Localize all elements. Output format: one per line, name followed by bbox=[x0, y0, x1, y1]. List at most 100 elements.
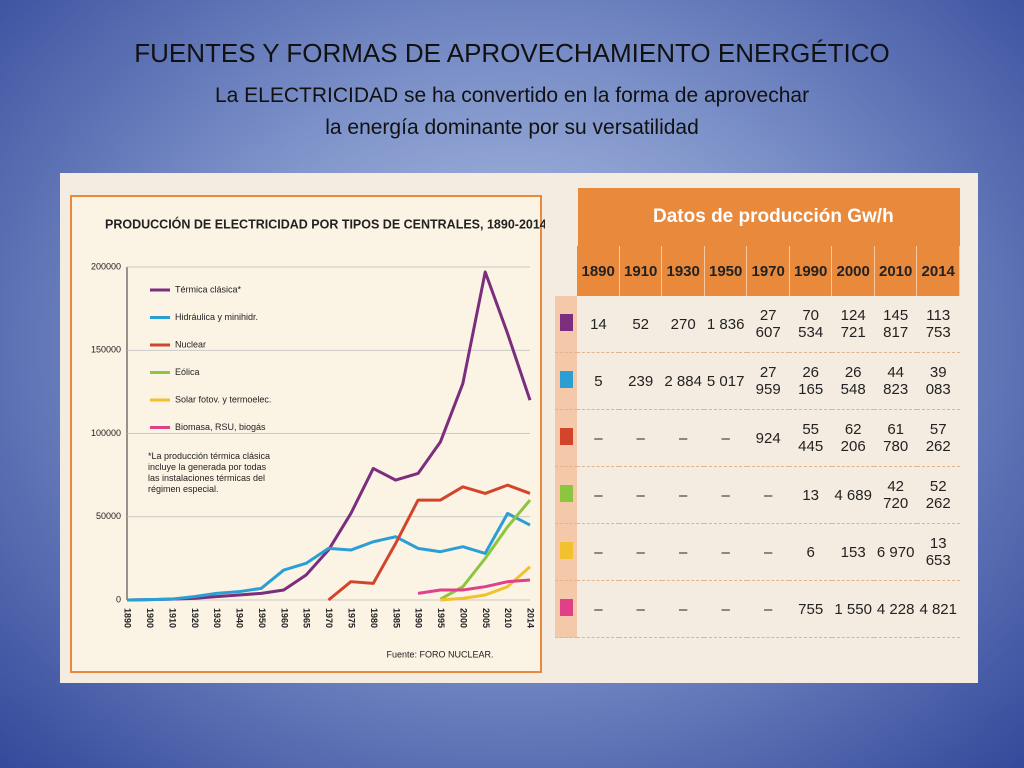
x-tick-label: 1995 bbox=[436, 608, 446, 628]
table-cell: 39 083 bbox=[916, 352, 960, 410]
swatch-cell bbox=[555, 580, 578, 638]
table-cell: 4 228 bbox=[874, 580, 917, 638]
table-cell: – bbox=[661, 409, 705, 467]
table-cell: – bbox=[577, 466, 620, 524]
x-tick-label: 1985 bbox=[391, 608, 401, 628]
note: *La producción térmica clásica incluye l… bbox=[148, 451, 271, 494]
row-swatch bbox=[559, 484, 573, 502]
table-row: 5 239 2 884 5 017 27 959 26 165 26 548 44 823 39… bbox=[555, 352, 960, 410]
table-cell: – bbox=[619, 409, 662, 467]
table-cell: 755 bbox=[789, 580, 832, 638]
x-tick-label: 1930 bbox=[212, 608, 222, 628]
table-cell: 6 970 bbox=[874, 523, 917, 581]
x-tick-label: 1910 bbox=[167, 608, 177, 628]
y-tick-label: 100000 bbox=[91, 428, 121, 438]
row-swatch bbox=[559, 598, 573, 616]
table-cell: – bbox=[704, 466, 747, 524]
table-cell: 57 262 bbox=[916, 409, 960, 467]
table-cell: – bbox=[704, 523, 747, 581]
table-cell: 52 bbox=[619, 296, 662, 353]
chart: PRODUCCIÓN DE ELECTRICIDAD POR TIPOS DE … bbox=[70, 195, 545, 673]
table-cell: 62 206 bbox=[831, 409, 875, 467]
table-cell: 4 689 bbox=[831, 466, 875, 524]
table-cell: 13 bbox=[789, 466, 832, 524]
swatch-cell bbox=[555, 296, 578, 353]
legend-label: Eólica bbox=[175, 367, 200, 377]
slide-subtitle: La ELECTRICIDAD se ha convertido en la f… bbox=[214, 84, 810, 139]
spacer bbox=[555, 246, 577, 296]
x-tick-label: 1975 bbox=[347, 608, 357, 628]
table-cell: – bbox=[661, 466, 705, 524]
table-cell: 145 817 bbox=[874, 296, 917, 353]
x-tick-label: 1965 bbox=[302, 608, 312, 628]
x-tick-label: 1980 bbox=[369, 608, 379, 628]
table-row: – – – – –755 1 550 4 228 4 821 bbox=[555, 580, 960, 638]
series-line bbox=[417, 578, 531, 595]
table-cell: 52 262 bbox=[916, 466, 960, 524]
y-tick-label: 150000 bbox=[91, 345, 121, 355]
x-tick-label: 1900 bbox=[145, 608, 155, 628]
column-header: 2000 bbox=[831, 246, 875, 296]
table-cell: 153 bbox=[831, 523, 875, 581]
table-cell: 1 836 bbox=[704, 296, 747, 353]
y-tick-label: 200000 bbox=[91, 261, 121, 271]
column-header: 2014 bbox=[916, 246, 960, 296]
x-tick-label: 1890 bbox=[123, 608, 133, 628]
table-cell: – bbox=[577, 580, 620, 638]
swatch-cell bbox=[555, 523, 578, 581]
row-swatch bbox=[559, 427, 573, 445]
table-cell: 61 780 bbox=[874, 409, 917, 467]
column-header: 1930 bbox=[661, 246, 705, 296]
y-tick-label: 50000 bbox=[96, 511, 121, 521]
table-cell: 270 bbox=[661, 296, 705, 353]
table-cell: – bbox=[619, 580, 662, 638]
legend-label: Biomasa, RSU, biogás bbox=[175, 422, 266, 432]
header-row: 1890 1910 1930 1950 1970 1990 2000 2010 2014 bbox=[555, 246, 960, 296]
table-row: – – – – –13 4 689 42 720 52 262 bbox=[555, 466, 960, 524]
table-cell: 124 721 bbox=[831, 296, 875, 353]
legend-label: Solar fotov. y termoelec. bbox=[175, 394, 271, 404]
table-cell: 5 017 bbox=[704, 352, 747, 410]
x-tick-label: 1940 bbox=[235, 608, 245, 628]
y-tick-label: 0 bbox=[116, 594, 121, 604]
table-row: 14 52 270 1 836 27 607 70 534 124 721 145 817 11… bbox=[555, 296, 960, 353]
slide-title: FUENTES Y FORMAS DE APROVECHAMIENTO ENER… bbox=[134, 38, 890, 68]
table-cell: 924 bbox=[746, 409, 790, 467]
legend-label: Hidráulica y minihidr. bbox=[175, 312, 258, 322]
table-cell: 2 884 bbox=[661, 352, 705, 410]
column-header: 1910 bbox=[619, 246, 663, 296]
table-title: Datos de producción Gw/h bbox=[578, 188, 960, 246]
x-tick-label: 2014 bbox=[526, 608, 536, 628]
table-cell: – bbox=[619, 523, 662, 581]
table-cell: 44 823 bbox=[874, 352, 917, 410]
table-cell: – bbox=[619, 466, 662, 524]
note-box: *La producción térmica clásica incluye l… bbox=[148, 451, 271, 494]
x-tick-label: 2000 bbox=[458, 608, 468, 628]
column-header: 2010 bbox=[874, 246, 918, 296]
table-cell: 113 753 bbox=[916, 296, 960, 353]
legend-label: Nuclear bbox=[175, 339, 206, 349]
table-cell: – bbox=[577, 409, 620, 467]
table-cell: 26 165 bbox=[789, 352, 832, 410]
table-cell: – bbox=[746, 580, 790, 638]
table-cell: – bbox=[704, 409, 747, 467]
table-row: – – – – –6 153 6 970 13 653 bbox=[555, 523, 960, 581]
table-cell: 5 bbox=[577, 352, 620, 410]
x-tick-label: 1990 bbox=[414, 608, 424, 628]
table-cell: 239 bbox=[619, 352, 662, 410]
chart-frame bbox=[70, 195, 542, 673]
table: Datos de producción Gw/h 1890 1910 1930 195… bbox=[555, 188, 960, 638]
series-line bbox=[327, 483, 531, 602]
photo: PRODUCCIÓN DE ELECTRICIDAD POR TIPOS DE … bbox=[60, 173, 978, 683]
x-tick-label: 1920 bbox=[190, 608, 200, 628]
column-header: 1950 bbox=[704, 246, 748, 296]
table-cell: 70 534 bbox=[789, 296, 832, 353]
table-cell: – bbox=[746, 523, 790, 581]
x-tick-label: 1960 bbox=[279, 608, 289, 628]
table-cell: 26 548 bbox=[831, 352, 875, 410]
column-header: 1990 bbox=[789, 246, 833, 296]
table-row: – – – –924 55 445 62 206 61 780 57 262 bbox=[555, 409, 960, 467]
table-cell: 55 445 bbox=[789, 409, 832, 467]
chart-title: PRODUCCIÓN DE ELECTRICIDAD POR TIPOS DE … bbox=[105, 216, 545, 231]
